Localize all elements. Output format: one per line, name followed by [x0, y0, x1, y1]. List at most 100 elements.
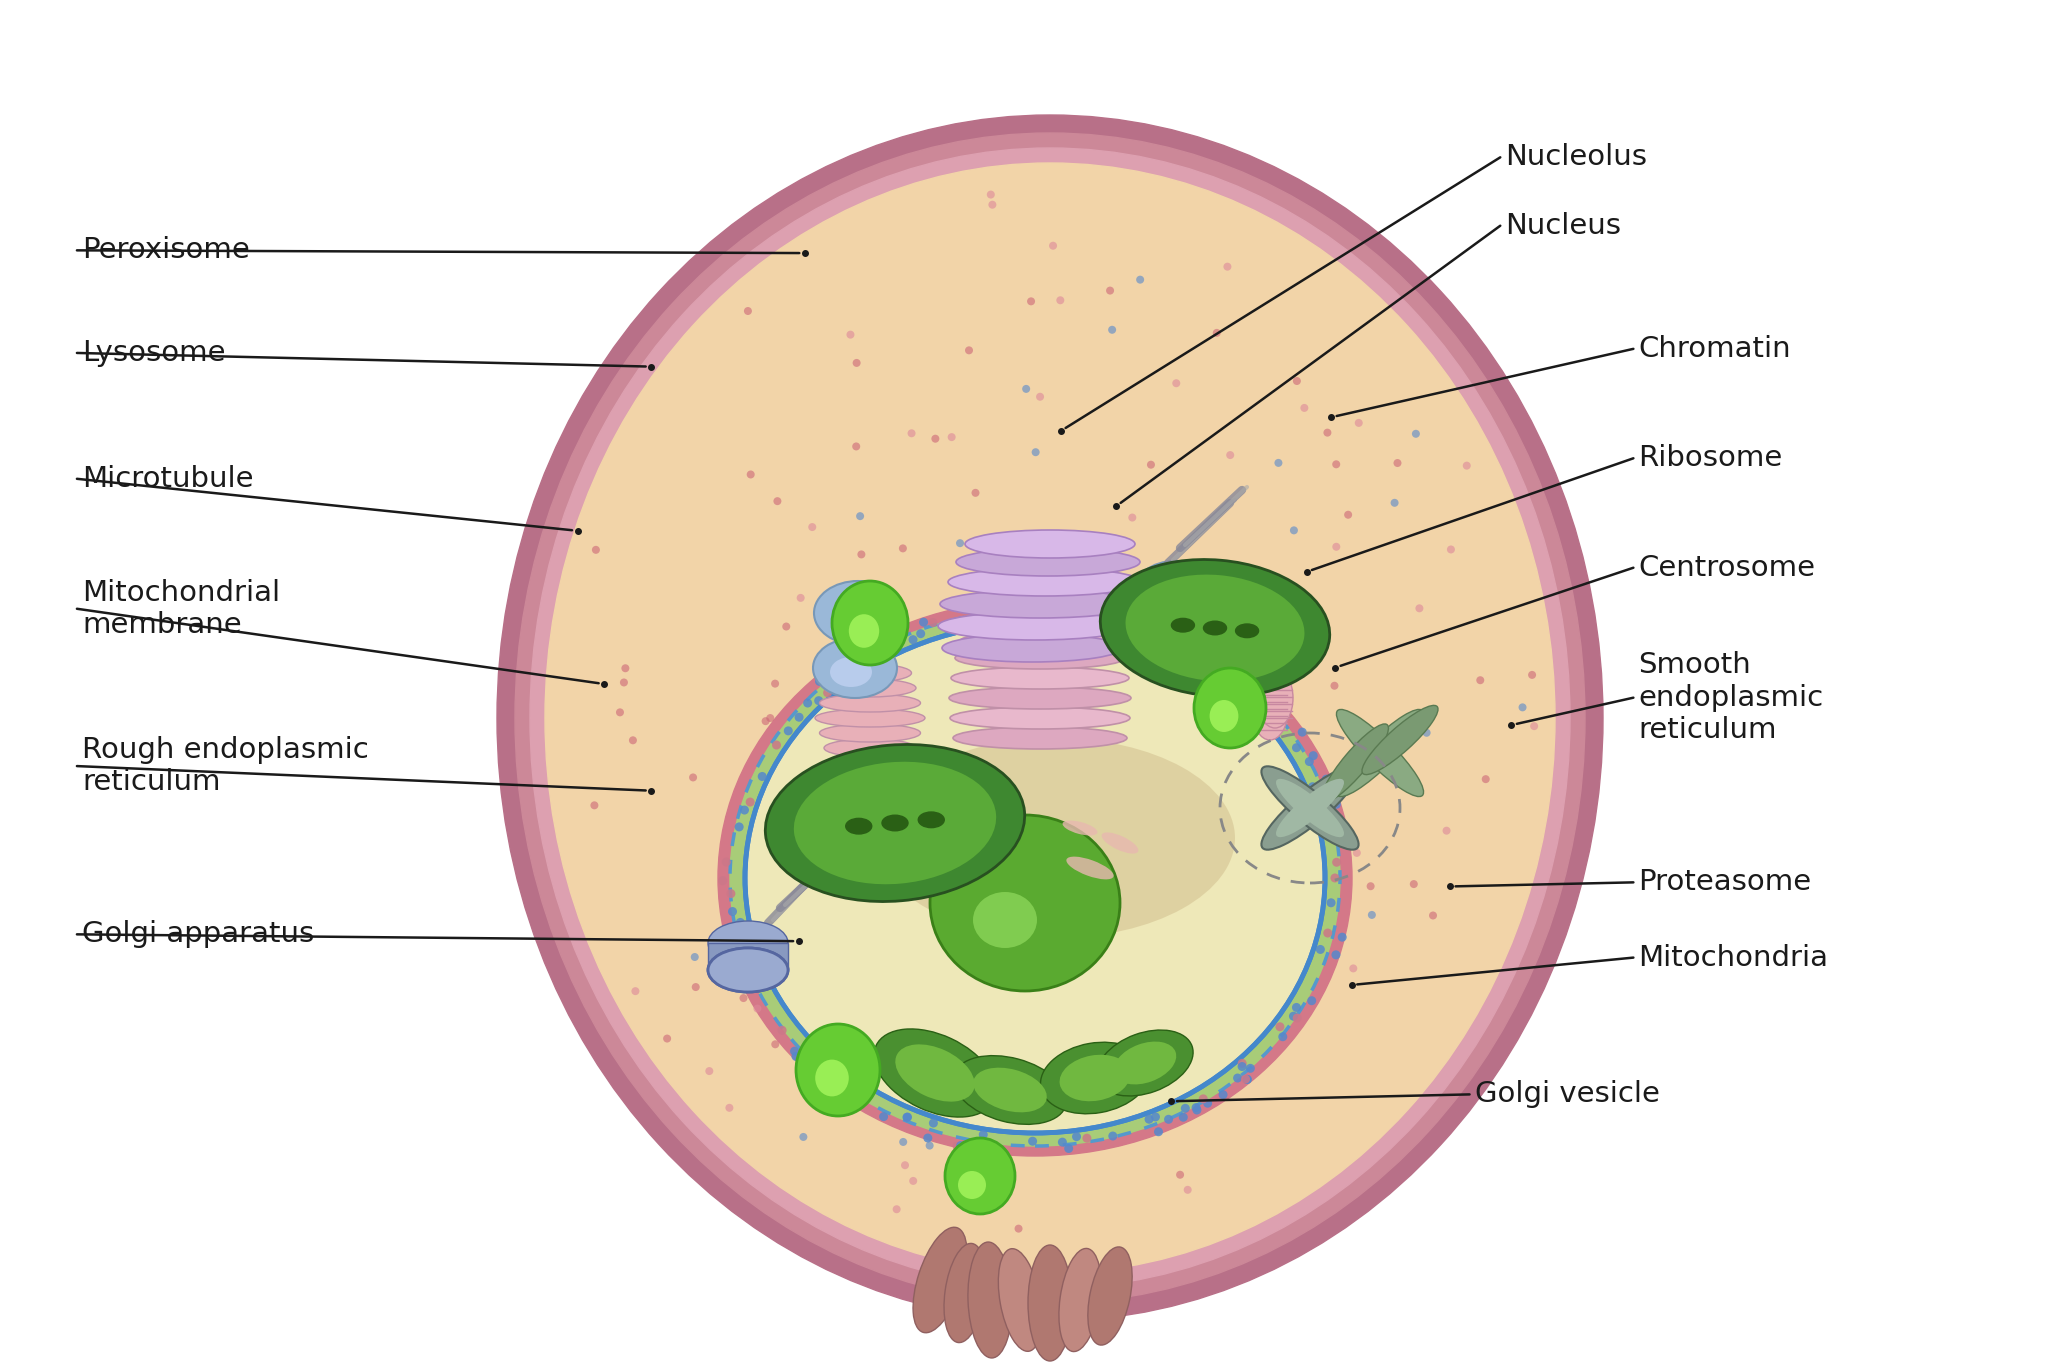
- Ellipse shape: [774, 497, 782, 505]
- Ellipse shape: [961, 631, 1120, 651]
- Ellipse shape: [831, 601, 877, 633]
- Ellipse shape: [1210, 700, 1239, 732]
- Ellipse shape: [1528, 670, 1536, 679]
- Ellipse shape: [498, 115, 1604, 1321]
- Ellipse shape: [977, 617, 985, 627]
- Ellipse shape: [1184, 650, 1194, 658]
- Ellipse shape: [907, 430, 915, 438]
- Ellipse shape: [1257, 668, 1292, 728]
- Ellipse shape: [1309, 751, 1317, 761]
- Ellipse shape: [829, 663, 911, 683]
- Ellipse shape: [1182, 618, 1190, 627]
- Ellipse shape: [545, 163, 1554, 1274]
- Ellipse shape: [766, 744, 1024, 902]
- Ellipse shape: [965, 346, 973, 354]
- Ellipse shape: [745, 622, 1325, 1133]
- Ellipse shape: [874, 737, 1235, 938]
- Ellipse shape: [836, 665, 844, 674]
- Ellipse shape: [1331, 858, 1341, 867]
- Ellipse shape: [803, 699, 813, 707]
- Ellipse shape: [1161, 631, 1169, 639]
- Ellipse shape: [1442, 826, 1450, 834]
- Ellipse shape: [772, 680, 778, 688]
- Ellipse shape: [799, 1133, 807, 1141]
- Ellipse shape: [1354, 419, 1362, 427]
- Ellipse shape: [1192, 1103, 1200, 1112]
- Ellipse shape: [1227, 451, 1235, 460]
- Ellipse shape: [1300, 404, 1309, 412]
- Ellipse shape: [795, 713, 803, 722]
- Ellipse shape: [1411, 430, 1419, 438]
- Ellipse shape: [1223, 658, 1233, 668]
- Ellipse shape: [1108, 1131, 1118, 1141]
- Ellipse shape: [1276, 1022, 1284, 1031]
- Ellipse shape: [950, 707, 1130, 729]
- Ellipse shape: [909, 635, 918, 644]
- Text: Nucleus: Nucleus: [1505, 212, 1622, 239]
- Ellipse shape: [1337, 933, 1348, 941]
- Ellipse shape: [928, 618, 938, 627]
- Ellipse shape: [948, 434, 956, 440]
- Ellipse shape: [709, 948, 788, 992]
- Ellipse shape: [944, 1244, 985, 1342]
- Ellipse shape: [1036, 393, 1044, 401]
- Text: Microtubule: Microtubule: [82, 465, 254, 492]
- Ellipse shape: [1024, 607, 1034, 616]
- Ellipse shape: [915, 629, 926, 637]
- Ellipse shape: [1102, 833, 1139, 854]
- Ellipse shape: [1108, 326, 1116, 334]
- Ellipse shape: [973, 892, 1036, 948]
- Ellipse shape: [803, 1057, 813, 1066]
- Ellipse shape: [821, 677, 831, 687]
- Ellipse shape: [1518, 703, 1526, 711]
- Ellipse shape: [1309, 782, 1317, 791]
- Ellipse shape: [1008, 601, 1018, 609]
- Ellipse shape: [1198, 1094, 1208, 1104]
- Ellipse shape: [735, 822, 743, 832]
- Ellipse shape: [1237, 1062, 1247, 1071]
- Ellipse shape: [1059, 1055, 1130, 1101]
- Ellipse shape: [1251, 680, 1288, 740]
- Ellipse shape: [1059, 1138, 1067, 1146]
- Ellipse shape: [745, 622, 1325, 1133]
- Ellipse shape: [1323, 929, 1333, 937]
- Ellipse shape: [1331, 681, 1339, 689]
- Ellipse shape: [879, 599, 887, 607]
- Ellipse shape: [1350, 964, 1358, 973]
- Ellipse shape: [1292, 1014, 1303, 1022]
- Ellipse shape: [1266, 713, 1274, 722]
- Ellipse shape: [952, 1141, 961, 1150]
- Ellipse shape: [754, 1004, 762, 1012]
- Ellipse shape: [1038, 611, 1049, 620]
- Ellipse shape: [1049, 601, 1059, 609]
- Ellipse shape: [893, 1205, 901, 1213]
- Ellipse shape: [1145, 1115, 1153, 1123]
- Ellipse shape: [530, 148, 1571, 1289]
- Ellipse shape: [1274, 458, 1282, 466]
- Ellipse shape: [690, 953, 698, 960]
- Ellipse shape: [782, 622, 791, 631]
- Text: Nucleolus: Nucleolus: [1505, 144, 1647, 171]
- Ellipse shape: [1118, 622, 1126, 632]
- Ellipse shape: [944, 625, 952, 633]
- Ellipse shape: [590, 802, 598, 810]
- Ellipse shape: [852, 358, 860, 367]
- Ellipse shape: [1292, 743, 1300, 752]
- Ellipse shape: [979, 613, 987, 622]
- Ellipse shape: [1393, 460, 1401, 466]
- Ellipse shape: [1204, 621, 1227, 635]
- Ellipse shape: [729, 610, 1339, 1146]
- Ellipse shape: [1343, 510, 1352, 518]
- Ellipse shape: [1298, 728, 1307, 736]
- Ellipse shape: [772, 1040, 778, 1048]
- Text: Rough endoplasmic
reticulum: Rough endoplasmic reticulum: [82, 736, 369, 796]
- Ellipse shape: [1323, 428, 1331, 436]
- Ellipse shape: [846, 331, 854, 339]
- Ellipse shape: [1057, 297, 1065, 304]
- Ellipse shape: [664, 1034, 672, 1042]
- Ellipse shape: [745, 798, 754, 807]
- Ellipse shape: [1362, 706, 1438, 774]
- Ellipse shape: [1171, 379, 1180, 387]
- Ellipse shape: [1153, 1127, 1163, 1137]
- Ellipse shape: [909, 1176, 918, 1185]
